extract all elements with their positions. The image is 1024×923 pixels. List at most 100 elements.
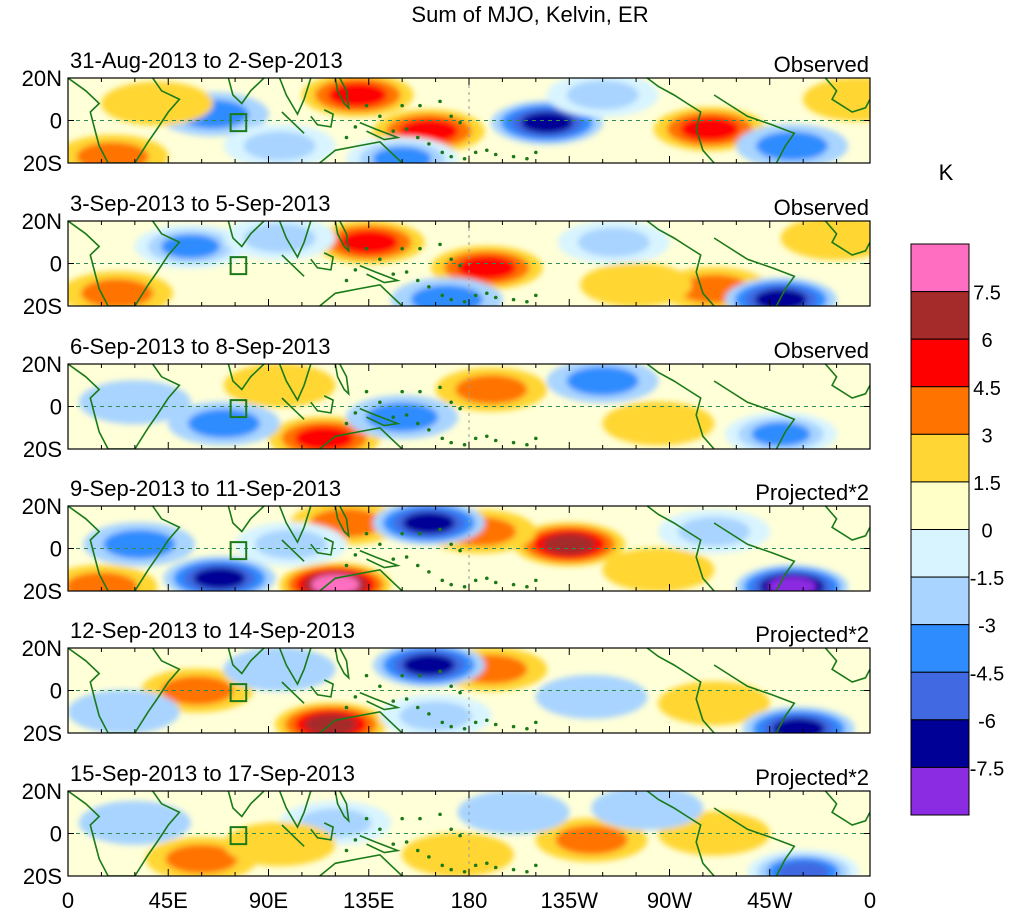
anomaly-mark: [187, 409, 260, 438]
coastline: [227, 78, 265, 105]
coastline: [278, 364, 312, 402]
coastline: [281, 824, 305, 847]
anomaly-mark: [591, 791, 704, 830]
island: [440, 293, 445, 298]
reference-box: [229, 541, 248, 561]
island: [449, 542, 453, 547]
coastline: [334, 506, 350, 538]
reference-box: [229, 113, 248, 133]
island: [427, 712, 431, 716]
colorbar-level-label: 3: [981, 425, 992, 447]
island: [364, 103, 369, 108]
island: [511, 154, 516, 159]
colorbar-level-label: -6: [978, 711, 996, 733]
coastline: [319, 710, 403, 733]
anomaly-mark: [243, 223, 316, 253]
coastline: [281, 111, 305, 134]
y-tick-label: 20S: [23, 579, 62, 604]
y-tick-label: 20N: [22, 209, 62, 234]
anomaly-mark: [103, 529, 176, 559]
island: [438, 669, 442, 674]
coastline: [824, 648, 870, 683]
island: [440, 150, 445, 155]
island: [353, 695, 358, 699]
island: [449, 582, 453, 587]
coastline: [646, 221, 715, 306]
colorbar: K 7.5 6 4.5 3 1.5 0 -1.5 -3 -4.5 -6 -7.5: [910, 160, 1004, 816]
colorbar-swatch: [910, 433, 970, 483]
island: [449, 114, 453, 119]
island: [415, 848, 420, 853]
anomaly-mark: [768, 576, 817, 591]
island: [438, 242, 442, 247]
coastline: [359, 407, 401, 427]
colorbar-swatch: [910, 386, 970, 435]
coastline: [646, 364, 715, 449]
island: [525, 299, 529, 304]
y-tick-label: 20S: [23, 151, 62, 176]
anomaly-mark: [101, 81, 214, 126]
island: [449, 154, 453, 159]
island: [438, 99, 442, 104]
island: [418, 673, 422, 678]
coastline: [646, 506, 715, 591]
island: [511, 297, 516, 302]
island: [449, 724, 453, 729]
coastline: [68, 506, 181, 591]
anomaly-mark: [399, 701, 472, 731]
island: [415, 421, 420, 426]
panel-5: 20N 0 20S 12-Sep-2013 to 14-Sep-2013 Project…: [22, 618, 871, 746]
anomaly-mark: [678, 517, 751, 546]
anomaly-mark: [756, 131, 829, 161]
anomaly-mark: [658, 681, 771, 726]
anomaly-mark: [76, 142, 149, 163]
island: [511, 440, 516, 445]
coastline: [359, 121, 401, 141]
island: [485, 148, 489, 153]
panel-label: Projected*2: [755, 622, 869, 647]
x-tick-label: 90E: [249, 888, 288, 913]
island: [511, 724, 516, 729]
island: [473, 436, 478, 441]
anomaly-mark: [602, 401, 715, 446]
island: [493, 295, 498, 300]
y-tick-label: 0: [50, 109, 62, 134]
island: [462, 584, 467, 589]
island: [493, 438, 498, 443]
coastline: [227, 364, 265, 391]
panel-3: 20N 0 20S 6-Sep-2013 to 8-Sep-2013 Observed: [22, 334, 871, 462]
coastline: [278, 221, 312, 259]
anomaly-mark: [78, 800, 191, 845]
panel-2: 20N 0 20S 3-Sep-2013 to 5-Sep-2013 Observed: [22, 191, 871, 319]
coastline: [319, 426, 403, 449]
island: [473, 863, 478, 868]
panel-period: 3-Sep-2013 to 5-Sep-2013: [70, 191, 331, 216]
island: [404, 840, 409, 844]
island: [493, 722, 498, 727]
island: [438, 812, 442, 817]
y-tick-label: 20S: [23, 721, 62, 746]
island: [525, 726, 529, 731]
x-tick-label: 180: [451, 888, 488, 913]
coastline: [310, 537, 334, 556]
island: [400, 531, 404, 536]
reference-box: [229, 256, 248, 276]
island: [458, 690, 462, 695]
island: [364, 816, 369, 821]
panel-period: 9-Sep-2013 to 11-Sep-2013: [70, 476, 341, 501]
island: [353, 268, 358, 272]
island: [391, 129, 396, 133]
coastline: [334, 648, 350, 680]
x-axis: 0 45E 90E 135E 180 135W 90W 45W 0: [62, 888, 876, 913]
island: [364, 246, 369, 251]
island: [391, 557, 396, 561]
island: [449, 257, 453, 262]
coastline: [319, 568, 403, 591]
panel-label: Observed: [774, 52, 869, 77]
island: [438, 527, 442, 532]
coastline: [334, 78, 350, 110]
coastline: [713, 380, 796, 449]
coastline: [334, 791, 350, 823]
